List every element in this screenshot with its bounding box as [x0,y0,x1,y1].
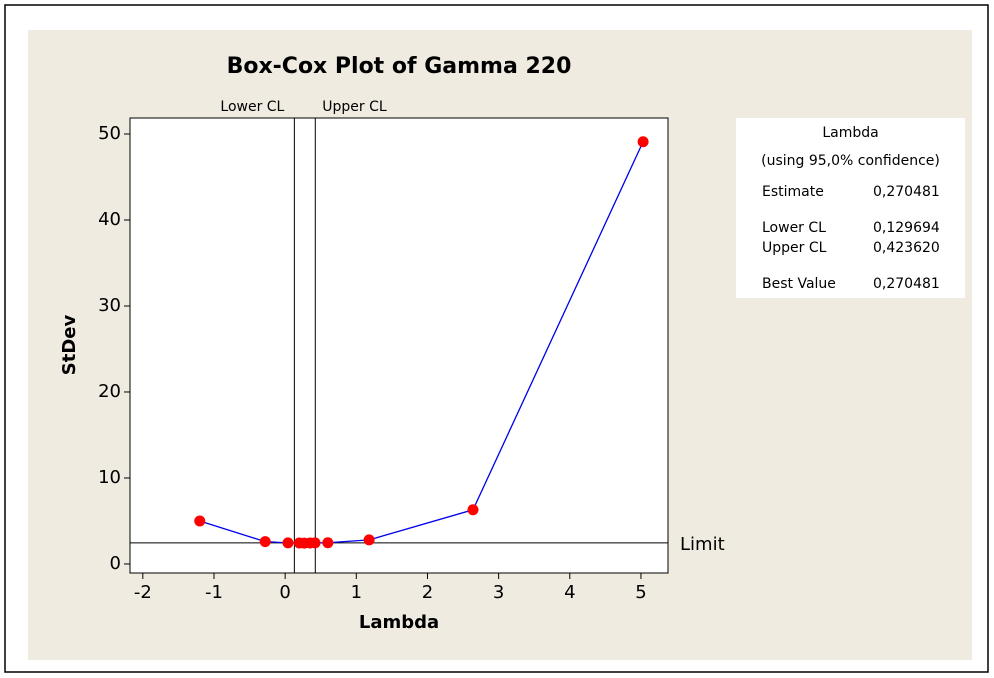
point [637,136,649,148]
x-tick-label: 2 [422,582,433,603]
x-tick-label: 4 [564,582,575,603]
info-key: Best Value [762,276,836,292]
x-tick-label: 3 [493,582,504,603]
x-tick-label: 5 [635,582,646,603]
point [194,515,206,527]
plot-area [129,117,669,574]
info-key: Lower CL [762,220,826,236]
info-subtitle: (using 95,0% confidence) [761,153,940,169]
info-key: Estimate [762,184,824,200]
point [309,537,321,549]
info-value: 0,423620 [873,240,940,256]
x-axis-label: Lambda [359,612,439,633]
info-title: Lambda [822,125,878,141]
ci-label: Lower CL [220,99,284,115]
info-value: 0,270481 [873,184,940,200]
y-tick-label: 0 [110,553,121,574]
x-tick-label: -1 [205,582,223,603]
point [282,537,294,549]
point [363,534,375,546]
y-axis-label: StDev [59,315,80,376]
point [259,536,271,548]
info-value: 0,129694 [873,220,940,236]
x-tick-label: 0 [279,582,290,603]
y-tick-label: 40 [98,209,121,230]
y-tick-label: 10 [98,467,121,488]
x-tick-label: -2 [134,582,152,603]
y-tick-label: 50 [98,123,121,144]
info-key: Upper CL [762,240,827,256]
chart-title: Box-Cox Plot of Gamma 220 [227,54,572,79]
point [467,504,479,516]
y-tick-label: 20 [98,381,121,402]
x-tick-label: 1 [351,582,362,603]
limit-label: Limit [680,534,725,555]
y-tick-label: 30 [98,295,121,316]
point [322,537,334,549]
info-box [736,118,965,298]
info-value: 0,270481 [873,276,940,292]
ci-label: Upper CL [322,99,387,115]
